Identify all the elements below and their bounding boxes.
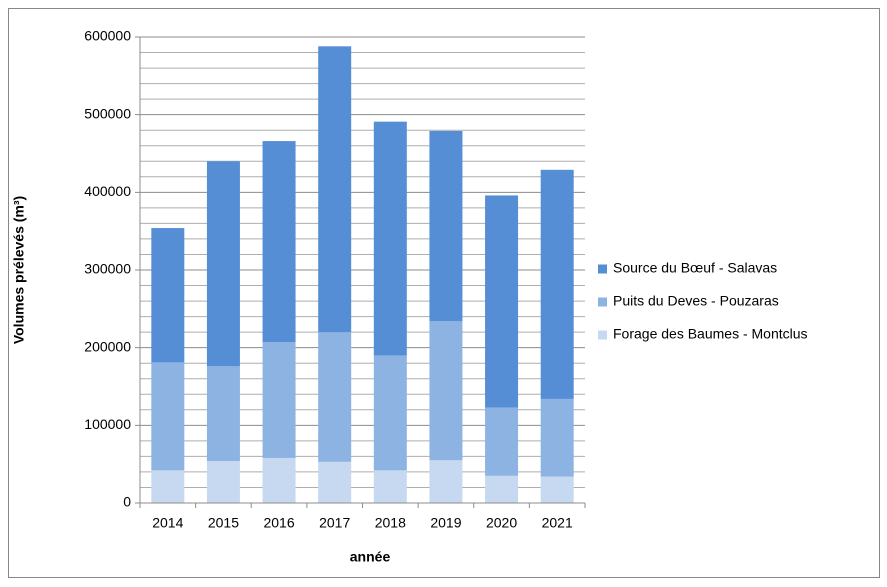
legend-label: Puits du Deves - Pouzaras — [613, 293, 779, 309]
bar-segment — [262, 457, 296, 503]
legend-label: Forage des Baumes - Montclus — [613, 326, 808, 342]
x-tick-label: 2018 — [375, 515, 406, 531]
bar-segment — [540, 169, 574, 399]
y-axis-label: Volumes prélevés (m³) — [11, 196, 27, 344]
x-tick-label: 2020 — [486, 515, 517, 531]
bar-segment — [373, 470, 407, 503]
y-tick-label: 600000 — [84, 28, 131, 44]
legend-label: Source du Bœuf - Salavas — [613, 260, 777, 276]
bar-segment — [485, 407, 519, 476]
bar-segment — [151, 228, 185, 363]
legend-swatch — [598, 330, 607, 340]
bar-segment — [373, 121, 407, 356]
y-tick-label: 300000 — [84, 261, 131, 277]
bar-segment — [373, 355, 407, 471]
x-tick-label: 2015 — [208, 515, 239, 531]
bar-segment — [151, 470, 185, 503]
x-tick-label: 2014 — [152, 515, 183, 531]
bar-segment — [318, 461, 352, 503]
bar-segment — [485, 475, 519, 503]
bar-segment — [262, 342, 296, 458]
bar-segment — [206, 366, 240, 462]
bar-segment — [429, 130, 463, 322]
bar-segment — [540, 476, 574, 503]
bar-segment — [485, 195, 519, 408]
y-tick-label: 400000 — [84, 183, 131, 199]
bar-segment — [206, 461, 240, 503]
x-tick-label: 2021 — [542, 515, 573, 531]
y-tick-label: 200000 — [84, 338, 131, 354]
bar-segment — [318, 332, 352, 462]
y-tick-label: 100000 — [84, 416, 131, 432]
x-axis-label: année — [350, 549, 391, 565]
bar-segment — [206, 161, 240, 367]
bar-segment — [262, 141, 296, 343]
y-tick-label: 500000 — [84, 105, 131, 121]
bar-segment — [429, 460, 463, 503]
bar-segment — [540, 398, 574, 477]
legend-swatch — [598, 297, 607, 307]
legend-swatch — [598, 264, 607, 274]
bar-segment — [151, 362, 185, 471]
x-tick-label: 2017 — [319, 515, 350, 531]
x-tick-label: 2016 — [263, 515, 294, 531]
x-tick-label: 2019 — [430, 515, 461, 531]
y-tick-label: 0 — [123, 494, 131, 510]
bar-segment — [429, 321, 463, 461]
bar-segment — [318, 46, 352, 333]
